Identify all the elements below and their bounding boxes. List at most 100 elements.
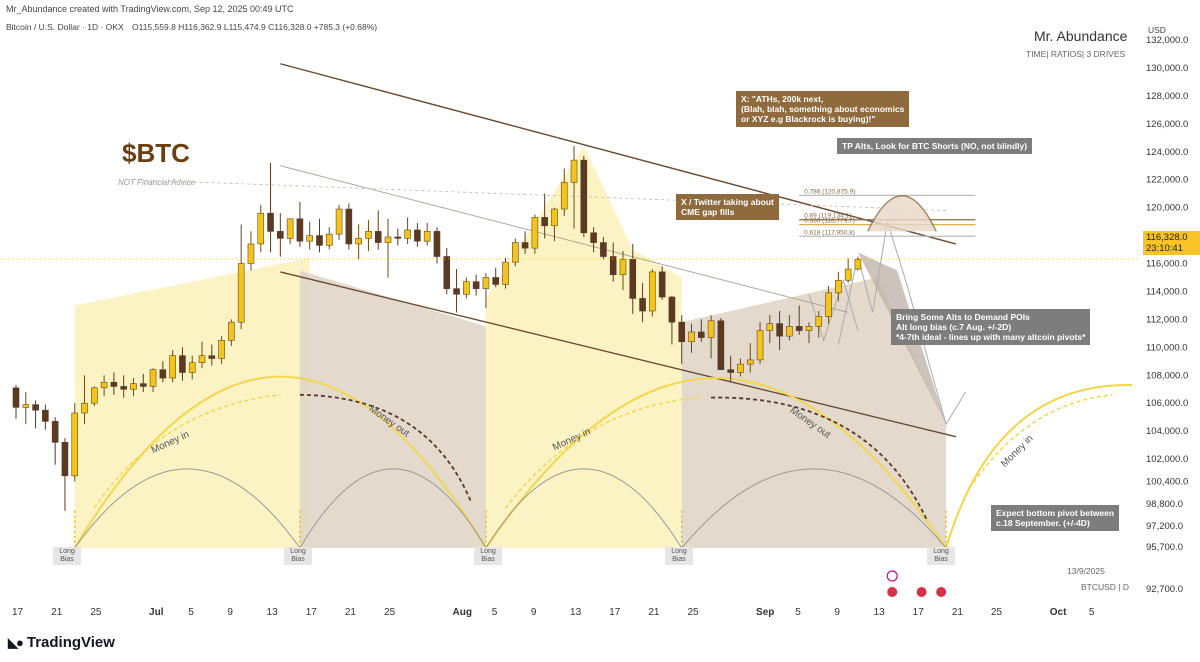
candle-body — [149, 369, 157, 387]
dotted-in-2 — [504, 396, 702, 509]
candle-body — [169, 355, 176, 379]
candle-body — [306, 235, 314, 242]
candle-body — [697, 331, 705, 338]
grey-arc-3 — [485, 468, 683, 549]
ohlc-values: O115,559.8 H116,362.9 L115,474.9 C116,32… — [132, 22, 378, 32]
candle-body — [658, 271, 666, 298]
x-tick-label-7: 17 — [306, 607, 318, 618]
dotted-out-2 — [711, 396, 928, 520]
candle-body — [81, 402, 88, 414]
credit-line: Mr_Abundance created with TradingView.co… — [6, 4, 294, 14]
candle-body — [482, 277, 490, 289]
money-in-zone-1 — [74, 257, 310, 548]
x-tick-label-13: 13 — [570, 607, 582, 618]
candle-body — [805, 326, 813, 331]
grey-arc-2 — [299, 468, 487, 549]
y-tick-label-3: 98,800.0 — [1146, 499, 1183, 510]
symbol-name[interactable]: Bitcoin / U.S. Dollar · 1D · OKX — [6, 22, 124, 32]
candle-body — [825, 292, 832, 317]
candle-body — [394, 236, 402, 239]
candle-body — [531, 217, 539, 249]
candle-body — [335, 208, 343, 235]
candle-body — [120, 386, 127, 390]
candle-body — [844, 268, 852, 281]
x-tick-label-23: 25 — [991, 607, 1003, 618]
candle-body — [795, 326, 803, 331]
x-tick-label-5: 9 — [227, 607, 233, 618]
candle-body — [688, 331, 695, 343]
candle-body — [502, 261, 509, 285]
mid-trendline[interactable] — [280, 165, 849, 313]
candle-body — [727, 369, 734, 373]
candle-body — [443, 256, 451, 289]
x-tick-label-8: 21 — [345, 607, 357, 618]
upper-trendline[interactable] — [280, 63, 957, 245]
candle-body — [433, 231, 441, 257]
event-icon-us-1[interactable] — [887, 587, 898, 597]
x-tick-label-9: 25 — [384, 607, 396, 618]
event-icon-flash[interactable] — [886, 570, 898, 582]
money-in-arc-3 — [945, 384, 1133, 549]
candle-body — [257, 212, 265, 245]
note-cme-gap: X / Twitter taking about CME gap fills — [676, 194, 779, 220]
candle-body — [208, 355, 216, 359]
candle-body — [91, 387, 98, 404]
event-icon-us-2[interactable] — [916, 587, 927, 597]
candle-body — [766, 323, 774, 331]
candle-body — [619, 259, 627, 275]
distribution-dome[interactable] — [867, 195, 937, 232]
candle-body — [472, 281, 480, 289]
candle-body — [551, 208, 558, 227]
x-tick-label-22: 21 — [952, 607, 964, 618]
date-stamp: 13/9/2025 — [1067, 566, 1105, 576]
x-tick-label-19: 9 — [834, 607, 840, 618]
x-tick-label-15: 21 — [648, 607, 660, 618]
x-tick-label-16: 25 — [688, 607, 700, 618]
candle-body — [316, 235, 323, 246]
candle-body — [717, 320, 725, 370]
long-bias-label-4: Long Bias — [665, 547, 693, 565]
candle-body — [560, 182, 568, 210]
y-tick-label-17: 126,000.0 — [1146, 119, 1188, 130]
candle-body — [247, 243, 255, 264]
y-tick-label-10: 112,000.0 — [1146, 314, 1188, 325]
candle-body — [463, 281, 470, 295]
candle-body — [521, 242, 529, 249]
y-tick-label-20: 132,000.0 — [1146, 35, 1188, 46]
candle-body — [218, 340, 225, 359]
candle-body — [453, 288, 460, 295]
lower-trendline[interactable] — [280, 271, 957, 438]
event-icon-us-3[interactable] — [936, 587, 947, 597]
x-tick-label-21: 17 — [913, 607, 925, 618]
candle-body — [325, 233, 333, 246]
current-price: 116,328.0 — [1146, 232, 1188, 243]
candle-body — [179, 355, 186, 373]
x-tick-label-4: 5 — [188, 607, 194, 618]
x-tick-label-12: 9 — [531, 607, 537, 618]
candle-body — [786, 326, 793, 337]
y-tick-label-11: 114,000.0 — [1146, 286, 1188, 297]
candle-body — [237, 263, 245, 323]
projection-zone — [857, 252, 947, 425]
symbol-line: Bitcoin / U.S. Dollar · 1D · OKX O115,55… — [6, 22, 377, 32]
candle-body — [12, 387, 20, 408]
currency-label[interactable]: USD — [1148, 25, 1166, 35]
candle-body — [746, 359, 754, 365]
candle-body — [100, 381, 108, 389]
x-tick-label-24: Oct — [1050, 607, 1067, 618]
candle-body — [737, 363, 744, 373]
candle-body — [228, 321, 235, 341]
y-tick-label-14: 120,000.0 — [1146, 203, 1188, 214]
candle-body — [600, 242, 607, 257]
note-alts-poi: Bring Some Alts to Demand POIs Alt long … — [891, 309, 1091, 345]
candle-body — [61, 442, 69, 477]
candle-body — [355, 238, 362, 245]
note-ath-hype: X: "ATHs, 200k next, (Blah, blah, someth… — [736, 91, 910, 127]
y-tick-label-6: 104,000.0 — [1146, 426, 1188, 437]
tradingview-logo[interactable]: ◣● TradingView — [8, 634, 115, 651]
tradingview-mark-icon: ◣● — [8, 634, 24, 650]
candle-body — [345, 208, 353, 245]
money-in-label-3: Money in — [999, 433, 1035, 469]
x-tick-label-3: Jul — [149, 607, 164, 618]
